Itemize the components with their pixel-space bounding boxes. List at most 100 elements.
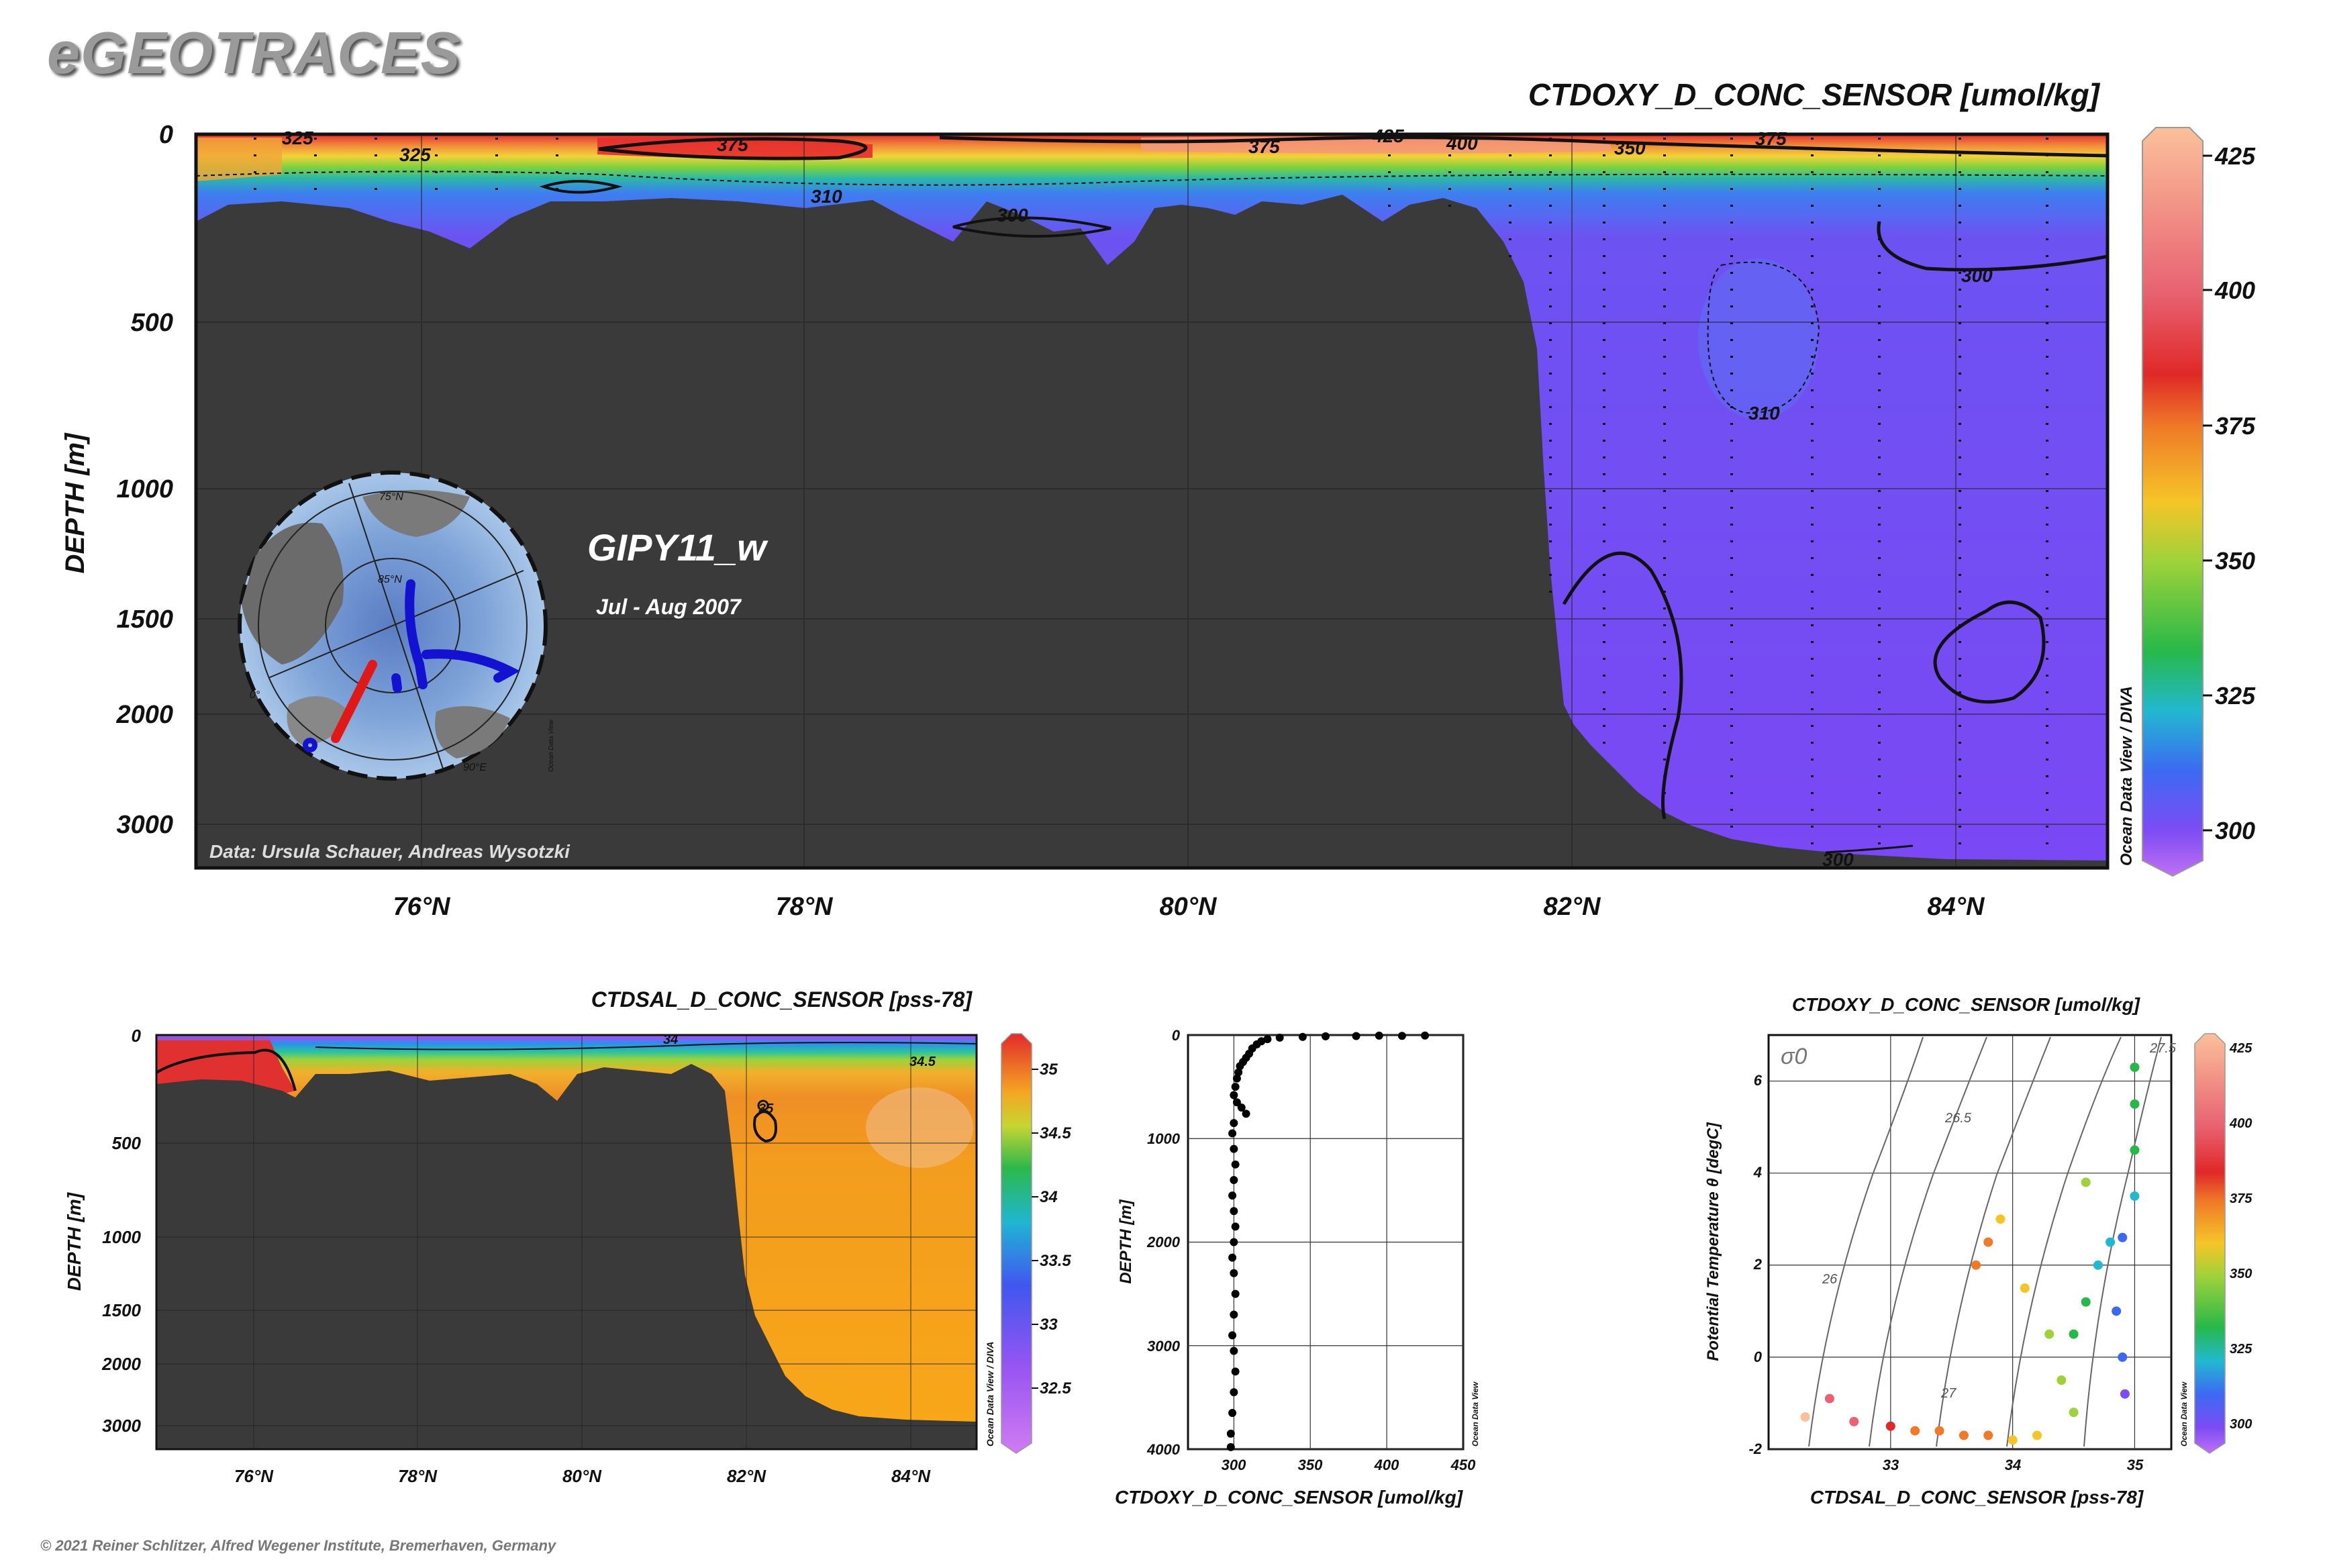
colorbar-ticks: 35 34.5 34 33.5 33 32.5 <box>1040 1061 1071 1398</box>
main-y-label: DEPTH [m] <box>60 432 90 574</box>
profile-point <box>1375 1031 1383 1040</box>
profile-point <box>1237 1103 1246 1112</box>
copyright-notice: © 2021 Reiner Schlitzer, Alfred Wegener … <box>40 1537 556 1554</box>
ts-point <box>2069 1329 2079 1339</box>
y-tick: 2000 <box>115 701 173 729</box>
intermediate-patch <box>1698 258 1819 420</box>
map-label: 90°E <box>463 762 487 773</box>
y-tick: 0 <box>132 1026 142 1046</box>
colorbar-tick: 425 <box>2229 1041 2252 1056</box>
colorbar-tick: 33 <box>1040 1316 1058 1334</box>
x-tick: 80°N <box>562 1466 602 1486</box>
x-tick: 76°N <box>393 893 451 921</box>
brand-logo: eGEOTRACES <box>47 19 461 86</box>
ts-frame <box>1767 1034 2173 1451</box>
ts-point <box>1934 1426 1944 1436</box>
salinity-grid <box>156 1035 977 1449</box>
x-tick: 350 <box>1298 1457 1323 1473</box>
contour-label: 310 <box>1748 403 1780 424</box>
colorbar-tick: 32.5 <box>1040 1379 1071 1398</box>
y-tick: 3000 <box>102 1416 141 1436</box>
station-map: 75°N 85°N 90°E 0° Ocean Data View <box>238 471 555 781</box>
map-label: 0° <box>250 689 260 701</box>
colorbar-tick: 425 <box>2214 142 2256 170</box>
salinity-frame <box>155 1034 978 1451</box>
y-tick: 3000 <box>1147 1338 1181 1355</box>
contour-label: 35 <box>758 1101 774 1116</box>
salinity-colorbar: 35 34.5 34 33.5 33 32.5 <box>1001 1033 1071 1454</box>
profile-point <box>1230 1175 1238 1184</box>
profile-y-ticks: 0 1000 2000 3000 4000 <box>1146 1027 1181 1458</box>
y-tick: 1500 <box>102 1300 141 1320</box>
data-credit: Data: Ursula Schauer, Andreas Wysotzki <box>209 841 571 862</box>
profile-point <box>1232 1074 1241 1083</box>
ts-colorbar: 425 400 375 350 325 300 <box>2194 1033 2252 1454</box>
profile-point <box>1230 1238 1238 1246</box>
y-tick: 1000 <box>102 1227 141 1247</box>
profile-point <box>1231 1289 1240 1298</box>
ts-x-label: CTDSAL_D_CONC_SENSOR [pss-78] <box>1810 1487 2144 1508</box>
x-tick: 78°N <box>398 1466 438 1486</box>
salinity-section-chart: CTDSAL_D_CONC_SENSOR [pss-78] 34 34.5 35… <box>64 987 1071 1486</box>
sigma-label: σ0 <box>1781 1044 1808 1069</box>
ts-point <box>2112 1306 2122 1316</box>
main-x-ticks: 76°N 78°N 80°N 82°N 84°N <box>393 893 1985 921</box>
y-tick: 0 <box>1754 1349 1763 1365</box>
colorbar-tick: 300 <box>2230 1417 2252 1432</box>
ts-point <box>2044 1329 2054 1339</box>
salinity-y-label: DEPTH [m] <box>64 1191 85 1291</box>
y-tick: 4 <box>1753 1164 1762 1181</box>
profile-point <box>1421 1031 1430 1040</box>
ts-point <box>2008 1435 2018 1445</box>
profile-point <box>1232 1098 1241 1107</box>
odv-label: Ocean Data View / DIVA <box>985 1342 995 1447</box>
ts-scatter-chart: CTDOXY_D_CONC_SENSOR [umol/kg] 26 26.5 2… <box>1704 994 2252 1508</box>
isopycnals <box>1808 1036 2162 1447</box>
colorbar-tick: 400 <box>2214 277 2255 304</box>
x-tick: 33 <box>1883 1457 1899 1473</box>
profile-point <box>1298 1032 1307 1041</box>
y-tick: 2000 <box>1146 1234 1181 1251</box>
profile-point <box>1226 1442 1235 1451</box>
ts-point <box>2081 1177 2091 1187</box>
isopycnal-label: 26.5 <box>1944 1111 1972 1126</box>
profile-point <box>1263 1035 1272 1044</box>
ts-point <box>1959 1430 1969 1440</box>
colorbar-tick: 350 <box>2215 547 2255 575</box>
y-tick: 500 <box>112 1133 142 1153</box>
x-tick: 400 <box>1374 1457 1399 1473</box>
contour-label: 400 <box>1446 133 1478 154</box>
profile-x-label: CTDOXY_D_CONC_SENSOR [umol/kg] <box>1115 1487 1464 1508</box>
map-label: Ocean Data View <box>548 720 555 772</box>
cruise-period: Jul - Aug 2007 <box>596 595 742 619</box>
profile-point <box>1231 1222 1240 1231</box>
ts-point <box>2106 1237 2116 1247</box>
colorbar-tick: 34 <box>1040 1188 1058 1206</box>
isopycnal-labels: 26 26.5 27 27.5 <box>1822 1041 2177 1401</box>
ts-point <box>2020 1283 2030 1293</box>
ts-point <box>2069 1408 2079 1418</box>
contour-label: 350 <box>1614 138 1646 158</box>
contour-label: 34.5 <box>909 1055 936 1069</box>
contour-label: 375 <box>1248 136 1280 157</box>
main-colorbar: 425 400 375 350 325 300 <box>2142 127 2256 877</box>
profile-point <box>1231 1160 1240 1169</box>
contour-label: 310 <box>811 186 842 207</box>
map-label: 85°N <box>378 574 402 585</box>
ts-point <box>1971 1260 1981 1270</box>
ts-y-label: Potential Temperature θ [degC] <box>1704 1122 1722 1361</box>
contour-label: 325 <box>282 128 313 148</box>
salinity-bathymetry <box>156 1064 977 1449</box>
colorbar-ticks: 425 400 375 350 325 300 <box>2229 1041 2252 1432</box>
profile-point <box>1242 1110 1250 1118</box>
contour-label: 300 <box>997 205 1028 226</box>
main-contours <box>195 136 2108 854</box>
ts-point <box>1824 1393 1834 1404</box>
contour-label: 375 <box>1755 128 1787 149</box>
surface-patch <box>196 138 282 181</box>
y-tick: 1500 <box>116 605 173 634</box>
profile-point <box>1228 1129 1237 1138</box>
x-tick: 35 <box>2127 1457 2144 1473</box>
profile-point <box>1230 1144 1238 1153</box>
y-tick: 0 <box>159 121 173 149</box>
